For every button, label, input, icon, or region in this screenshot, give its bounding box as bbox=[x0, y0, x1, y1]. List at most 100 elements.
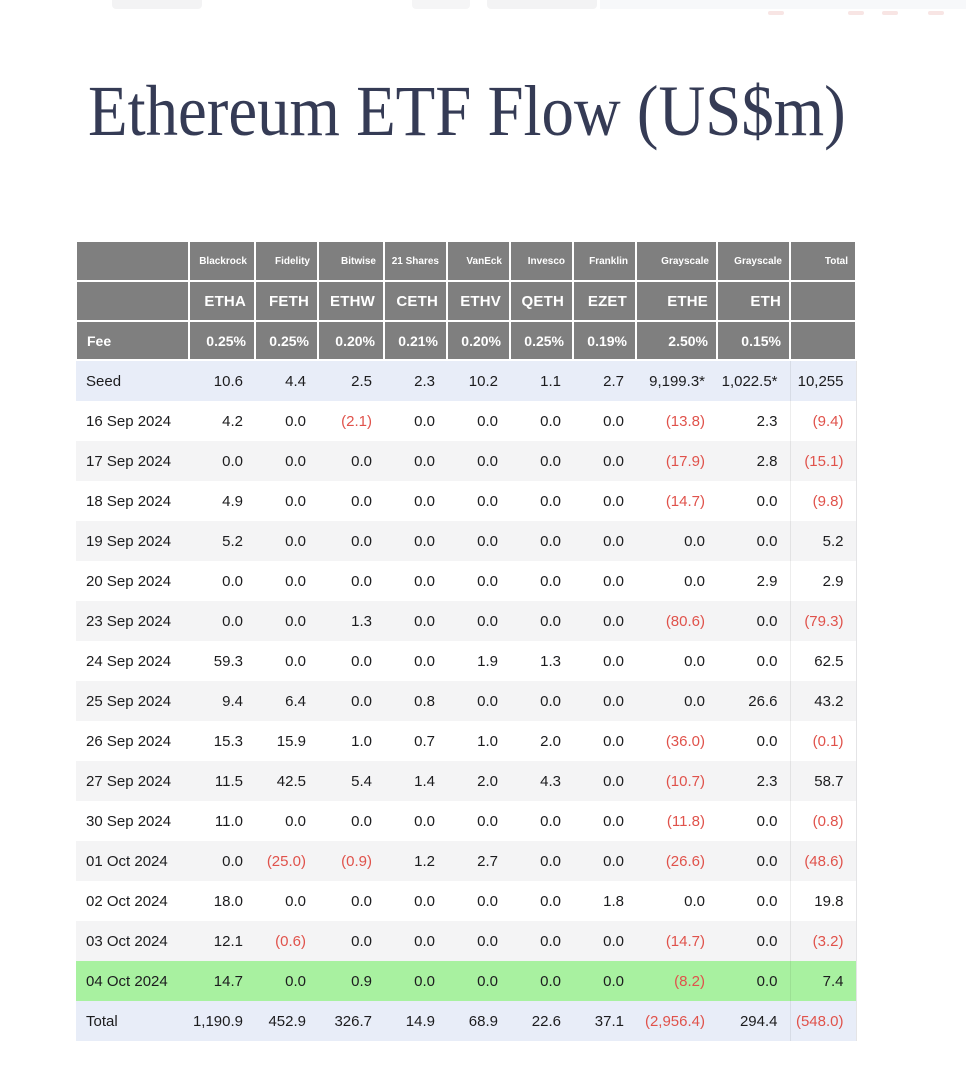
value-cell: 11.0 bbox=[189, 801, 255, 841]
artifact-speck bbox=[848, 11, 864, 15]
ticker-header: EZET bbox=[572, 280, 637, 322]
corner-cell bbox=[75, 240, 190, 282]
value-cell: 0.0 bbox=[573, 801, 636, 841]
issuer-header: Blackrock bbox=[188, 240, 256, 282]
value-cell: 0.0 bbox=[447, 801, 510, 841]
value-cell: 0.0 bbox=[636, 641, 717, 681]
value-cell: 2.3 bbox=[717, 761, 790, 801]
row-total-cell: 2.9 bbox=[789, 561, 857, 601]
row-label: 27 Sep 2024 bbox=[76, 761, 189, 801]
value-cell: (2.1) bbox=[318, 401, 384, 441]
value-cell: (36.0) bbox=[636, 721, 717, 761]
value-cell: 68.9 bbox=[447, 1001, 510, 1041]
value-cell: (14.7) bbox=[636, 481, 717, 521]
value-cell: 0.0 bbox=[717, 961, 790, 1001]
value-cell: 0.0 bbox=[717, 641, 790, 681]
value-cell: 0.0 bbox=[717, 881, 790, 921]
value-cell: 26.6 bbox=[717, 681, 790, 721]
value-cell: 4.9 bbox=[189, 481, 255, 521]
chrome-band bbox=[600, 0, 966, 9]
row-label: 25 Sep 2024 bbox=[76, 681, 189, 721]
value-cell: (10.7) bbox=[636, 761, 717, 801]
value-cell: 0.0 bbox=[717, 521, 790, 561]
value-cell: 9,199.3* bbox=[636, 360, 717, 401]
value-cell: 0.0 bbox=[717, 801, 790, 841]
value-cell: 0.0 bbox=[717, 481, 790, 521]
value-cell: 1.3 bbox=[510, 641, 573, 681]
value-cell: 0.0 bbox=[510, 681, 573, 721]
value-cell: 452.9 bbox=[255, 1001, 318, 1041]
value-cell: 1,022.5* bbox=[717, 360, 790, 401]
data-row: 17 Sep 2024 0.0 0.0 0.0 0.0 0.0 0.0 0.0 (17.9) 2.… bbox=[76, 441, 857, 481]
row-label: Seed bbox=[76, 360, 189, 401]
ticker-header: QETH bbox=[509, 280, 574, 322]
value-cell: 0.0 bbox=[384, 641, 447, 681]
value-cell: 0.0 bbox=[573, 521, 636, 561]
value-cell: 0.0 bbox=[510, 481, 573, 521]
value-cell: 2.3 bbox=[384, 360, 447, 401]
value-cell: 2.9 bbox=[717, 561, 790, 601]
value-cell: 0.0 bbox=[384, 881, 447, 921]
row-total-cell: 10,255 bbox=[789, 360, 857, 401]
value-cell: 14.9 bbox=[384, 1001, 447, 1041]
row-total-cell: 62.5 bbox=[789, 641, 857, 681]
fee-row-label: Fee bbox=[75, 320, 190, 361]
value-cell: (26.6) bbox=[636, 841, 717, 881]
value-cell: 0.0 bbox=[447, 601, 510, 641]
value-cell: 12.1 bbox=[189, 921, 255, 961]
value-cell: 10.2 bbox=[447, 360, 510, 401]
row-total-cell: 43.2 bbox=[789, 681, 857, 721]
ticker-header: ETHW bbox=[317, 280, 385, 322]
value-cell: 0.0 bbox=[255, 881, 318, 921]
value-cell: 0.0 bbox=[573, 601, 636, 641]
data-row: 27 Sep 2024 11.5 42.5 5.4 1.4 2.0 4.3 0.0 (10.7)… bbox=[76, 761, 857, 801]
value-cell: 0.0 bbox=[255, 601, 318, 641]
value-cell: 0.0 bbox=[318, 441, 384, 481]
issuer-header-row: Blackrock Fidelity Bitwise 21 Shares VanEck I… bbox=[75, 240, 857, 282]
empty-header-cell bbox=[789, 280, 857, 322]
value-cell: 0.0 bbox=[255, 961, 318, 1001]
issuer-header: Invesco bbox=[509, 240, 574, 282]
value-cell: 1.4 bbox=[384, 761, 447, 801]
data-row: 24 Sep 2024 59.3 0.0 0.0 0.0 1.9 1.3 0.0 0.0 0.0 6… bbox=[76, 641, 857, 681]
value-cell: 0.0 bbox=[573, 401, 636, 441]
issuer-header: 21 Shares bbox=[383, 240, 448, 282]
value-cell: 0.0 bbox=[189, 601, 255, 641]
value-cell: 1.2 bbox=[384, 841, 447, 881]
value-cell: 1,190.9 bbox=[189, 1001, 255, 1041]
value-cell: 5.2 bbox=[189, 521, 255, 561]
data-row: 16 Sep 2024 4.2 0.0 (2.1) 0.0 0.0 0.0 0.0 (13.8)… bbox=[76, 401, 857, 441]
value-cell: 0.0 bbox=[636, 881, 717, 921]
data-row: 25 Sep 2024 9.4 6.4 0.0 0.8 0.0 0.0 0.0 0.0 26.6 4… bbox=[76, 681, 857, 721]
value-cell: 2.7 bbox=[573, 360, 636, 401]
value-cell: 0.0 bbox=[255, 441, 318, 481]
value-cell: 0.0 bbox=[447, 521, 510, 561]
row-label: 19 Sep 2024 bbox=[76, 521, 189, 561]
value-cell: (80.6) bbox=[636, 601, 717, 641]
value-cell: 0.0 bbox=[573, 721, 636, 761]
value-cell: 0.0 bbox=[573, 761, 636, 801]
value-cell: (8.2) bbox=[636, 961, 717, 1001]
value-cell: (14.7) bbox=[636, 921, 717, 961]
row-total-cell: (548.0) bbox=[789, 1001, 857, 1041]
issuer-header: Fidelity bbox=[254, 240, 319, 282]
ticker-header-row: ETHA FETH ETHW CETH ETHV QETH EZET ETHE ETH bbox=[75, 280, 857, 322]
row-total-cell: 58.7 bbox=[789, 761, 857, 801]
chrome-blob bbox=[487, 0, 597, 9]
value-cell: 1.3 bbox=[318, 601, 384, 641]
fee-value-cell: 0.25% bbox=[254, 320, 319, 361]
value-cell: 9.4 bbox=[189, 681, 255, 721]
value-cell: 0.0 bbox=[573, 481, 636, 521]
row-label: Total bbox=[76, 1001, 189, 1041]
value-cell: 0.0 bbox=[717, 841, 790, 881]
value-cell: 15.9 bbox=[255, 721, 318, 761]
row-label: 17 Sep 2024 bbox=[76, 441, 189, 481]
value-cell: 0.0 bbox=[384, 561, 447, 601]
value-cell: 0.0 bbox=[384, 601, 447, 641]
ticker-header: ETHE bbox=[635, 280, 718, 322]
ticker-header: CETH bbox=[383, 280, 448, 322]
fee-header-row: Fee 0.25% 0.25% 0.20% 0.21% 0.20% 0.25% 0.19% 2… bbox=[75, 320, 857, 361]
value-cell: 0.0 bbox=[717, 921, 790, 961]
table-header: Blackrock Fidelity Bitwise 21 Shares VanEck I… bbox=[75, 240, 857, 361]
value-cell: 0.0 bbox=[255, 641, 318, 681]
